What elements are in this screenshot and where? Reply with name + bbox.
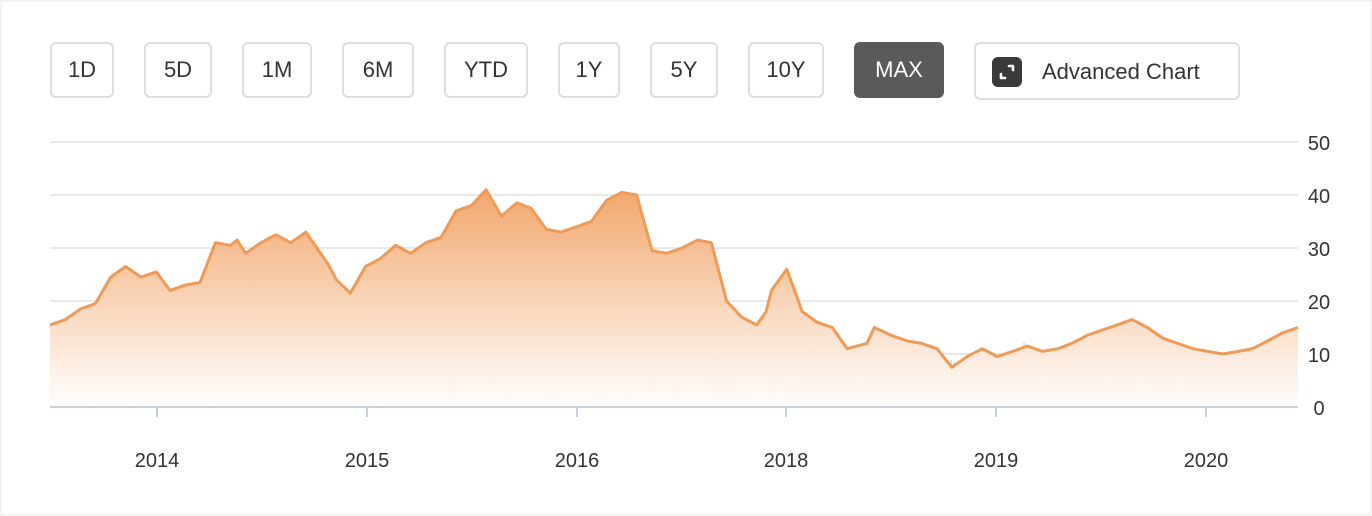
range-toolbar: 1D 5D 1M 6M YTD 1Y 5Y 10Y MAX Advanced C… bbox=[0, 42, 1372, 100]
range-button-max[interactable]: MAX bbox=[854, 42, 944, 98]
y-tick-label-50: 50 bbox=[1308, 133, 1330, 155]
range-button-6m[interactable]: 6M bbox=[342, 42, 414, 98]
x-tick-label-2018: 2018 bbox=[764, 450, 809, 472]
range-button-5d[interactable]: 5D bbox=[144, 42, 212, 98]
y-tick-label-30: 30 bbox=[1308, 239, 1330, 261]
price-area bbox=[50, 189, 1298, 407]
y-tick-label-0: 0 bbox=[1313, 398, 1324, 420]
range-button-1y[interactable]: 1Y bbox=[558, 42, 620, 98]
x-tick-label-2015: 2015 bbox=[345, 450, 390, 472]
expand-chart-icon bbox=[992, 57, 1022, 87]
price-line bbox=[49, 188, 1299, 369]
range-button-1d[interactable]: 1D bbox=[50, 42, 114, 98]
range-button-5y[interactable]: 5Y bbox=[650, 42, 718, 98]
advanced-chart-button[interactable]: Advanced Chart bbox=[974, 42, 1240, 100]
y-tick-label-10: 10 bbox=[1308, 345, 1330, 367]
advanced-chart-label: Advanced Chart bbox=[1042, 59, 1200, 84]
range-button-1m[interactable]: 1M bbox=[242, 42, 312, 98]
x-tick-label-2016: 2016 bbox=[555, 450, 600, 472]
x-tick-label-2020: 2020 bbox=[1184, 450, 1229, 472]
range-button-10y[interactable]: 10Y bbox=[748, 42, 824, 98]
y-tick-label-40: 40 bbox=[1308, 186, 1330, 208]
y-tick-label-20: 20 bbox=[1308, 292, 1330, 314]
x-tick-label-2014: 2014 bbox=[135, 450, 180, 472]
range-button-ytd[interactable]: YTD bbox=[444, 42, 528, 98]
x-tick-label-2019: 2019 bbox=[974, 450, 1019, 472]
